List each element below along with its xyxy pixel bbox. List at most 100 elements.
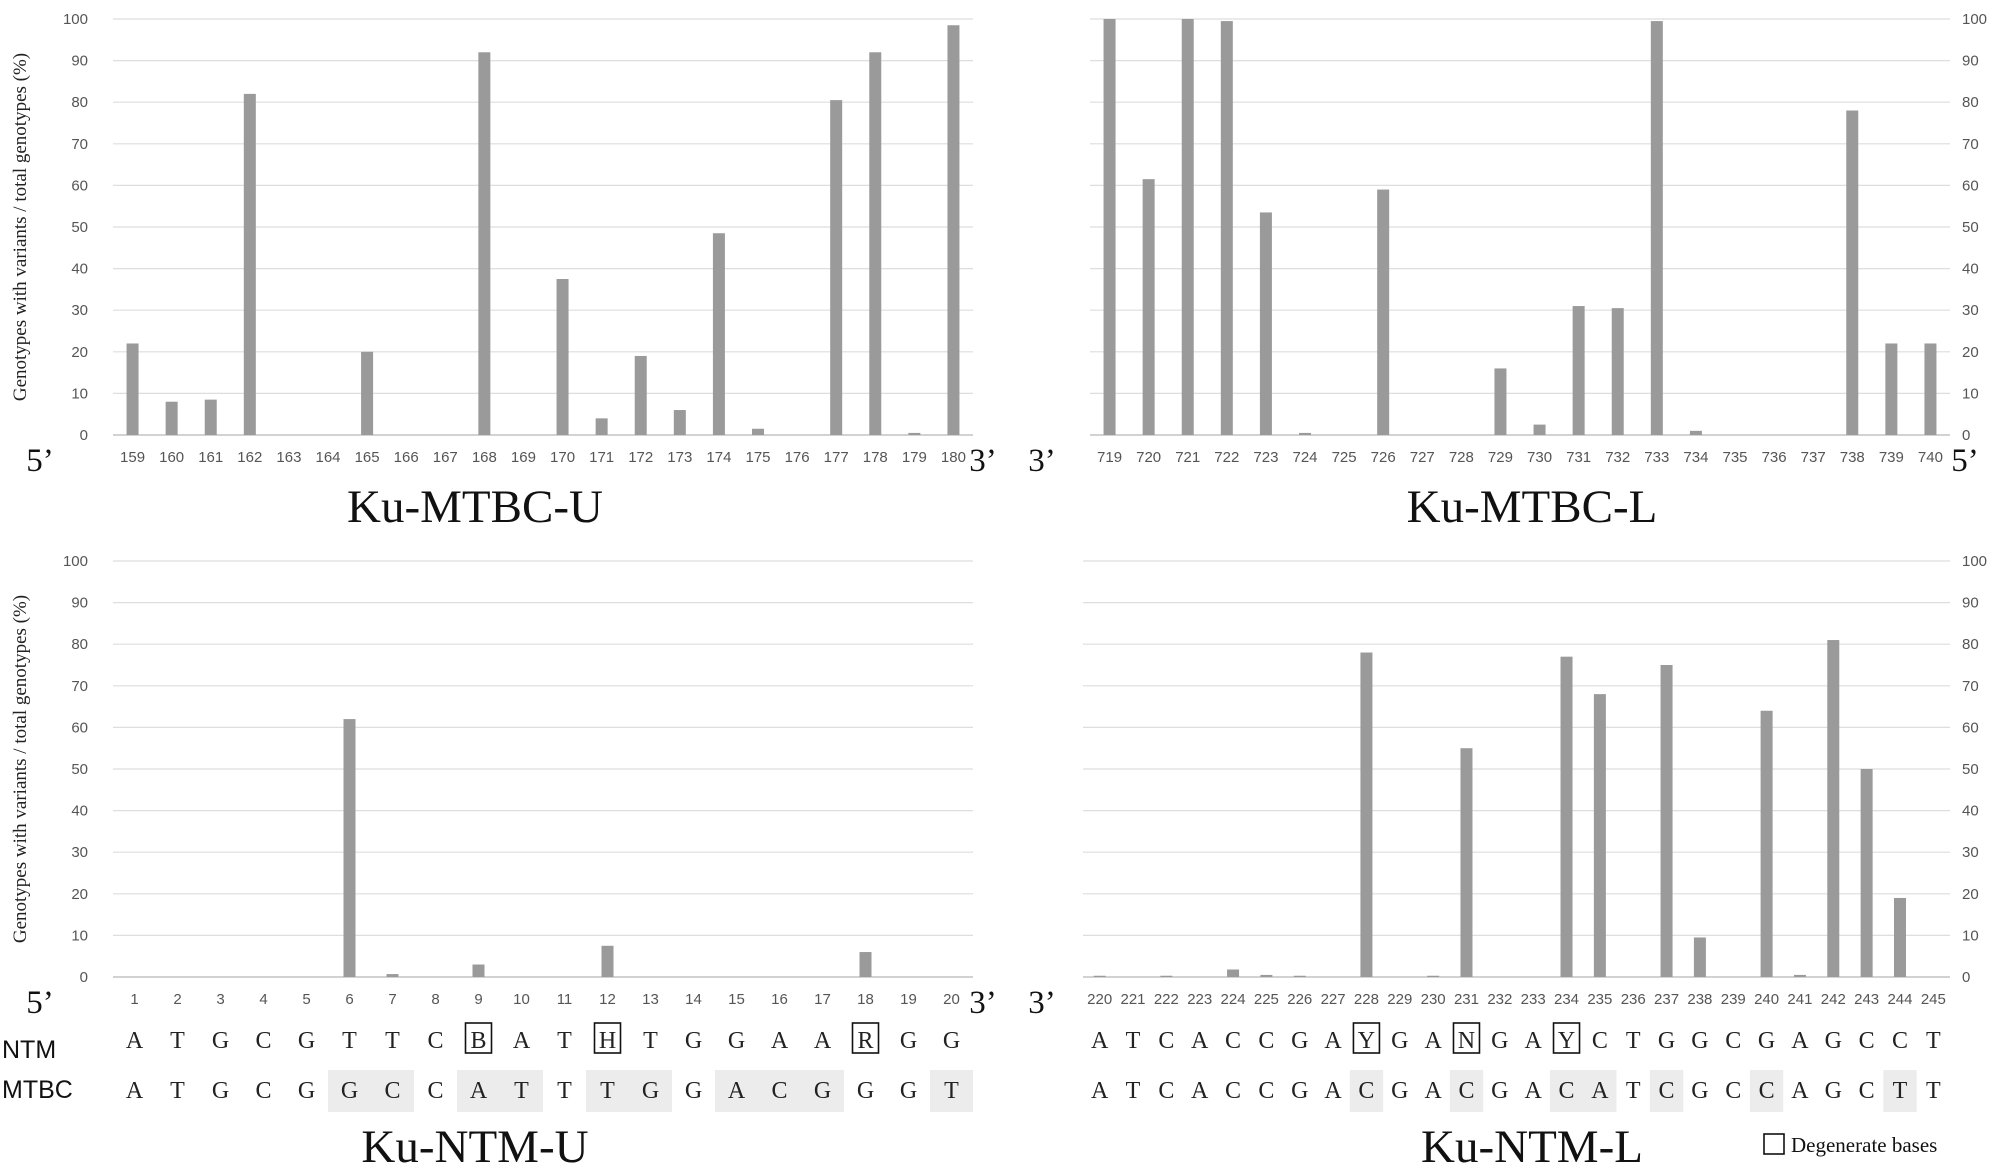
ku-mtbc-u-y-tick-label: 60 — [71, 177, 88, 194]
ku-ntm-l-ntm-base: A — [1424, 1028, 1442, 1054]
ku-ntm-l-mismatch-shade — [1349, 1070, 1384, 1112]
ku-ntm-l-mtbc-base: C — [1158, 1078, 1174, 1104]
ku-ntm-l-bar — [1093, 975, 1106, 977]
ku-ntm-l-y-tick-label: 60 — [1962, 719, 1979, 736]
ku-mtbc-u-x-tick-label: 166 — [394, 449, 419, 466]
ku-ntm-l-mismatch-shade — [1883, 1070, 1917, 1112]
ku-ntm-l-y-tick-label: 0 — [1962, 969, 1970, 986]
ku-ntm-u-x-tick-label: 9 — [474, 991, 482, 1008]
ku-mtbc-u-bar — [243, 93, 256, 435]
ku-mtbc-u-y-tick-label: 10 — [71, 385, 88, 402]
ku-ntm-u-mismatch-shade — [457, 1070, 543, 1112]
ku-ntm-l-x-tick-label: 230 — [1421, 991, 1446, 1008]
ku-ntm-l-y-tick-label: 100 — [1962, 553, 1987, 570]
ku-ntm-u-ntm-base: A — [513, 1028, 531, 1054]
ku-ntm-l-start-end-label: 3’ — [1028, 985, 1056, 1021]
ku-ntm-u-mtbc-base: G — [900, 1078, 917, 1104]
ku-ntm-u-ntm-base: G — [943, 1028, 960, 1054]
ku-ntm-l-mismatch-shade — [1649, 1070, 1684, 1112]
ku-ntm-u-ntm-base: A — [814, 1028, 832, 1054]
ku-ntm-l-ntm-base: G — [1658, 1028, 1675, 1054]
ku-mtbc-u-y-tick-label: 50 — [71, 219, 88, 236]
ku-mtbc-l-x-tick-label: 728 — [1449, 449, 1474, 466]
ku-ntm-u-ntm-base: G — [728, 1028, 745, 1054]
ku-ntm-u-ntm-base: T — [385, 1028, 400, 1054]
ku-mtbc-u-x-tick-label: 161 — [198, 449, 223, 466]
ku-mtbc-u-x-tick-label: 160 — [159, 449, 184, 466]
ku-ntm-l-ntm-base: G — [1391, 1028, 1408, 1054]
ku-mtbc-l-y-tick-label: 30 — [1962, 302, 1979, 319]
ku-ntm-u-mtbc-base: G — [642, 1078, 659, 1104]
ku-ntm-u-chart: 0 10 20 30 40 50 60 70 80 90 100 Genotypes with var… — [10, 553, 997, 1173]
ku-ntm-l-bar — [1427, 975, 1440, 977]
ku-ntm-l-mtbc-base: T — [1926, 1078, 1941, 1104]
ku-ntm-u-mtbc-base: G — [685, 1078, 702, 1104]
ku-ntm-l-ntm-base: Y — [1358, 1028, 1375, 1054]
ku-ntm-u-ntm-base: G — [212, 1028, 229, 1054]
ku-ntm-l-x-tick-label: 234 — [1554, 991, 1579, 1008]
ku-ntm-u-mtbc-base: T — [170, 1078, 185, 1104]
ku-ntm-u-mtbc-base: T — [514, 1078, 529, 1104]
ku-ntm-u-mtbc-base: A — [728, 1078, 746, 1104]
ku-mtbc-u-x-tick-label: 163 — [276, 449, 301, 466]
ku-mtbc-u-bar — [165, 401, 178, 435]
ku-ntm-u-mtbc-base: T — [557, 1078, 572, 1104]
ku-mtbc-u-bar — [752, 428, 764, 435]
ku-mtbc-l-bar — [1142, 179, 1155, 435]
ku-ntm-l-x-tick-label: 228 — [1354, 991, 1379, 1008]
ku-ntm-u-x-tick-label: 19 — [900, 991, 917, 1008]
ku-mtbc-l-x-tick-label: 724 — [1292, 449, 1317, 466]
ku-ntm-u-mtbc-base: G — [857, 1078, 874, 1104]
ku-ntm-l-ntm-base: C — [1592, 1028, 1608, 1054]
ku-ntm-l-ntm-base: G — [1758, 1028, 1775, 1054]
ku-ntm-l-bar — [1293, 975, 1306, 977]
ku-ntm-u-x-tick-label: 10 — [513, 991, 530, 1008]
ku-mtbc-u-bar — [947, 25, 960, 436]
ku-ntm-u-ntm-base: A — [126, 1028, 144, 1054]
ku-ntm-l-mtbc-base: A — [1091, 1078, 1109, 1104]
ku-mtbc-l-x-tick-label: 740 — [1918, 449, 1943, 466]
ku-ntm-l-x-tick-label: 232 — [1487, 991, 1512, 1008]
ku-ntm-u-y-tick-label: 70 — [71, 678, 88, 695]
ku-ntm-l-bar — [1460, 748, 1473, 977]
ku-ntm-l-ntm-base: A — [1191, 1028, 1209, 1054]
ku-ntm-l-mtbc-base: A — [1791, 1078, 1809, 1104]
ku-ntm-u-x-tick-label: 13 — [642, 991, 659, 1008]
ku-mtbc-l-bar — [1181, 19, 1194, 435]
ku-mtbc-l-bar — [1533, 424, 1546, 435]
ku-mtbc-u-x-tick-label: 159 — [120, 449, 145, 466]
ku-ntm-l-ntm-base: A — [1324, 1028, 1342, 1054]
ku-mtbc-l-end-end-label: 5’ — [1951, 443, 1979, 479]
mtbc-row-label: MTBC — [2, 1076, 73, 1104]
ku-mtbc-l-bar — [1572, 306, 1585, 435]
ku-ntm-u-mtbc-base: C — [427, 1078, 443, 1104]
ku-ntm-u-mtbc-base: C — [771, 1078, 787, 1104]
ku-mtbc-u-y-tick-label: 100 — [63, 11, 88, 28]
ku-mtbc-u-x-tick-label: 165 — [355, 449, 380, 466]
ku-ntm-l-mismatch-shade — [1549, 1070, 1617, 1112]
ku-ntm-u-mtbc-base: A — [470, 1078, 488, 1104]
ku-mtbc-u-bar — [869, 52, 882, 435]
ku-ntm-l-bar — [1793, 974, 1806, 977]
ku-mtbc-l-bar — [1924, 343, 1937, 435]
ku-mtbc-u-x-tick-label: 180 — [941, 449, 966, 466]
ku-mtbc-u-x-tick-label: 177 — [824, 449, 849, 466]
ku-ntm-l-x-tick-label: 231 — [1454, 991, 1479, 1008]
ku-mtbc-l-x-tick-label: 730 — [1527, 449, 1552, 466]
ku-ntm-l-mtbc-base: C — [1358, 1078, 1374, 1104]
ku-ntm-l-mtbc-base: G — [1391, 1078, 1408, 1104]
ku-mtbc-u-x-tick-label: 174 — [706, 449, 731, 466]
legend: Degenerate bases — [1763, 1133, 1937, 1157]
ku-ntm-l-x-tick-label: 227 — [1321, 991, 1346, 1008]
ku-ntm-l-mtbc-base: A — [1324, 1078, 1342, 1104]
ku-mtbc-l-x-tick-label: 736 — [1762, 449, 1787, 466]
ku-ntm-l-x-tick-label: 239 — [1721, 991, 1746, 1008]
ku-mtbc-u-bar — [908, 432, 921, 435]
ku-ntm-l-mismatch-shade — [1749, 1070, 1784, 1112]
ku-ntm-l-y-tick-label: 70 — [1962, 678, 1979, 695]
ku-ntm-l-sequence-alignment: A T C A C C G A Y G A N G A Y C T G G C G A G C C TA T C A C C G A C G A C G A… — [1091, 1022, 1941, 1112]
ku-mtbc-u-x-tick-label: 179 — [902, 449, 927, 466]
ku-ntm-u-ntm-base: T — [342, 1028, 357, 1054]
ku-ntm-l-mtbc-base: G — [1291, 1078, 1308, 1104]
ku-ntm-u-x-tick-label: 18 — [857, 991, 874, 1008]
